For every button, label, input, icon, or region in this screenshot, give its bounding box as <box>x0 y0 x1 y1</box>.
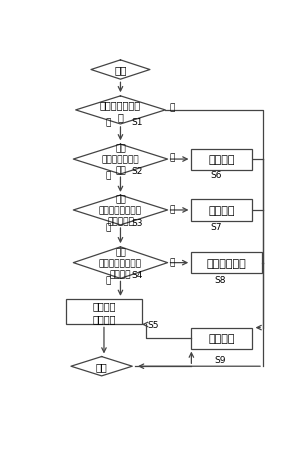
Text: 早启模块: 早启模块 <box>209 206 235 216</box>
Bar <box>191 253 262 273</box>
Text: S3: S3 <box>131 218 143 227</box>
Text: 是: 是 <box>170 153 175 162</box>
Text: S2: S2 <box>131 167 143 176</box>
Bar <box>191 328 252 349</box>
Text: 当前
公交相位是否为
绿灯: 当前 公交相位是否为 绿灯 <box>102 144 139 175</box>
Text: 是: 是 <box>170 258 175 267</box>
Text: 相位插入模块: 相位插入模块 <box>207 258 246 268</box>
Bar <box>191 149 252 170</box>
Text: 触发公交优先申
请: 触发公交优先申 请 <box>100 100 141 122</box>
Text: 开始: 开始 <box>96 361 108 371</box>
Text: S7: S7 <box>210 222 222 232</box>
Text: 开始: 开始 <box>114 66 127 76</box>
Text: 当前
相位屏障处相位是
否为绿灯: 当前 相位屏障处相位是 否为绿灯 <box>99 248 142 278</box>
Text: 是: 是 <box>170 205 175 214</box>
Text: 请求删除: 请求删除 <box>209 334 235 344</box>
Text: 否: 否 <box>106 276 111 285</box>
Text: 否: 否 <box>106 222 111 232</box>
Text: 请求保存
配时不变: 请求保存 配时不变 <box>92 301 116 324</box>
Text: S6: S6 <box>210 171 222 180</box>
Text: S9: S9 <box>215 356 226 364</box>
Text: 否: 否 <box>170 103 175 112</box>
Text: S8: S8 <box>215 275 226 284</box>
Text: 晚断模块: 晚断模块 <box>209 155 235 165</box>
Text: 否: 否 <box>106 171 111 180</box>
Text: S1: S1 <box>131 117 143 126</box>
Text: 当前
公交相位前一相位
是否为绿灯: 当前 公交相位前一相位 是否为绿灯 <box>99 195 142 226</box>
Text: S5: S5 <box>147 321 159 329</box>
Text: S4: S4 <box>131 271 143 280</box>
Bar <box>191 200 252 221</box>
Bar <box>66 299 142 325</box>
Text: 是: 是 <box>106 118 111 127</box>
